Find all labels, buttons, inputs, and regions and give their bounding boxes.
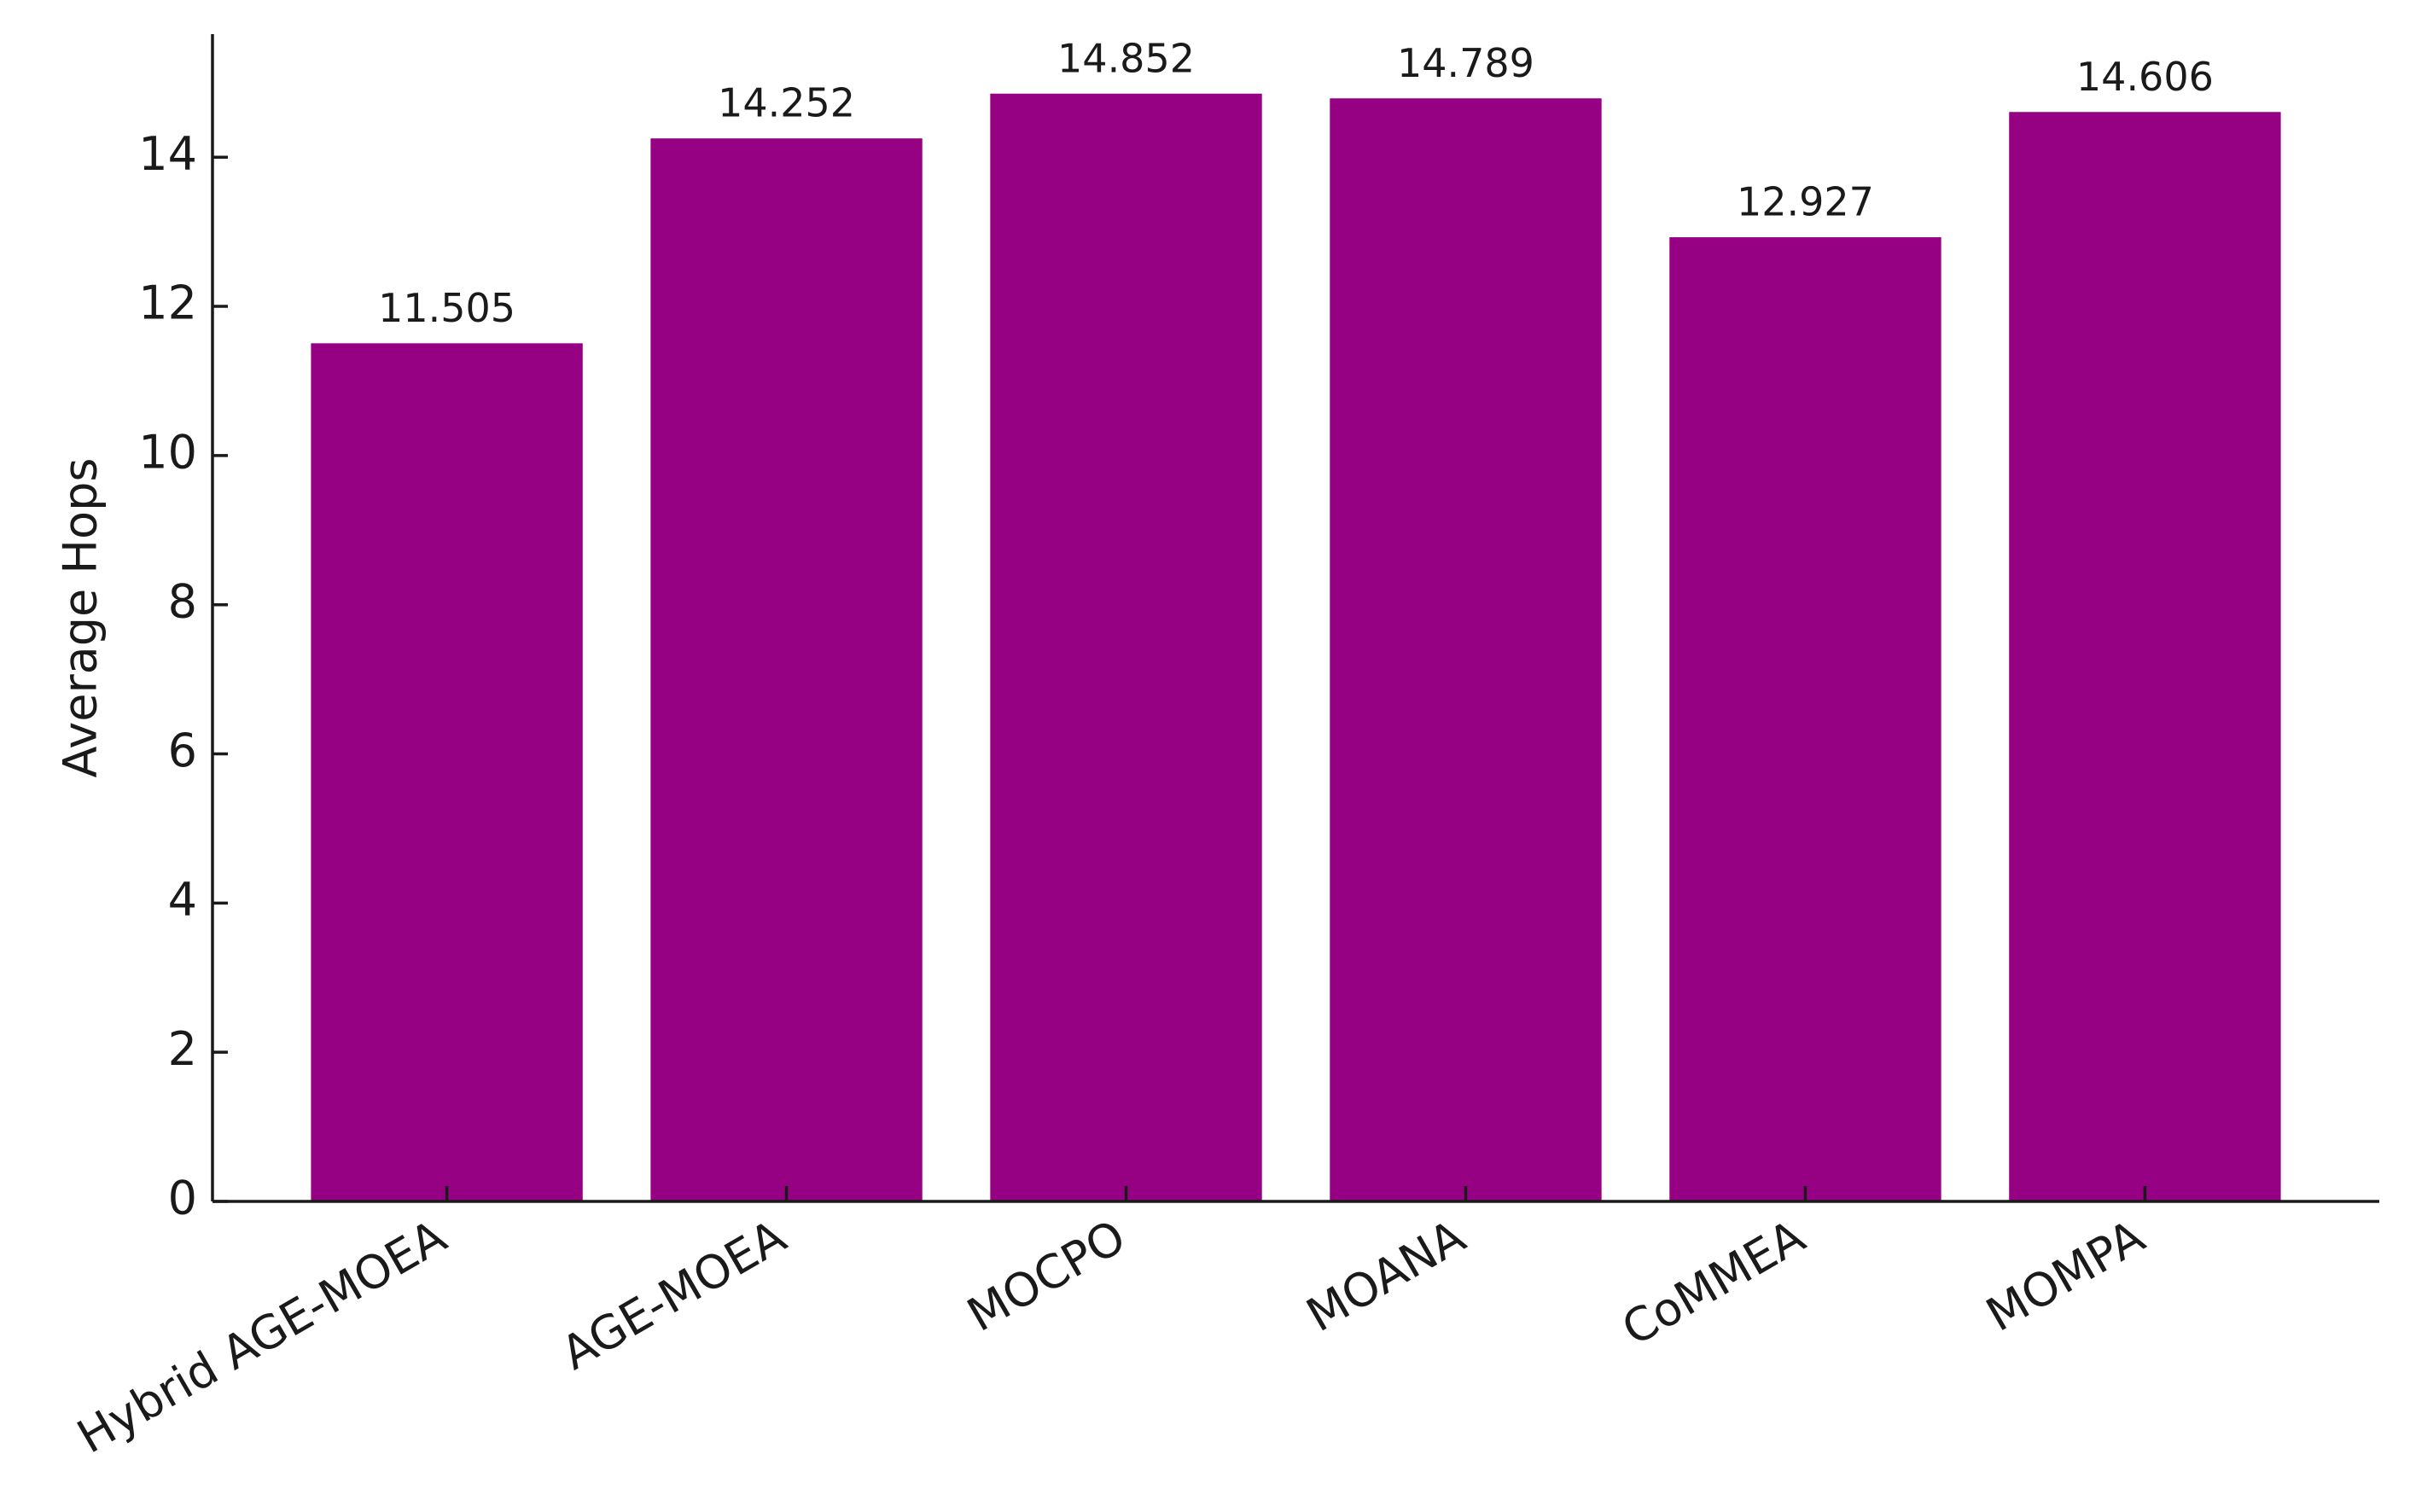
x-tick-label: CoMMEA bbox=[1613, 1209, 1813, 1356]
value-label: 14.606 bbox=[2076, 54, 2214, 100]
bar bbox=[2009, 112, 2281, 1201]
bar bbox=[311, 343, 583, 1201]
y-tick-label: 6 bbox=[168, 724, 197, 777]
bar bbox=[1669, 237, 1941, 1202]
value-label: 12.927 bbox=[1737, 179, 1874, 225]
x-tick-label: Hybrid AGE-MOEA bbox=[68, 1209, 455, 1463]
y-tick-label: 2 bbox=[168, 1022, 197, 1076]
x-tick-label: MOCPO bbox=[958, 1209, 1134, 1341]
y-tick-label: 4 bbox=[168, 873, 197, 927]
y-tick-label: 10 bbox=[138, 426, 197, 480]
x-tick-label: MOMPA bbox=[1977, 1209, 2153, 1341]
y-tick-label: 0 bbox=[168, 1172, 197, 1225]
value-label: 11.505 bbox=[378, 285, 515, 331]
bar bbox=[1330, 98, 1602, 1202]
y-tick-label: 14 bbox=[138, 127, 197, 181]
y-axis-label: Average Hops bbox=[54, 458, 108, 778]
value-label: 14.852 bbox=[1057, 35, 1195, 81]
y-tick-label: 12 bbox=[138, 276, 197, 330]
bar bbox=[990, 93, 1262, 1202]
value-label: 14.252 bbox=[718, 80, 855, 126]
bar bbox=[650, 138, 923, 1202]
x-tick-label: MOANA bbox=[1297, 1209, 1474, 1342]
value-label: 14.789 bbox=[1397, 40, 1534, 86]
y-tick-label: 8 bbox=[168, 574, 197, 628]
x-tick-label: AGE-MOEA bbox=[552, 1209, 795, 1380]
